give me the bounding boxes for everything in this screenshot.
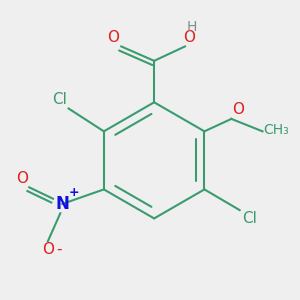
Text: O: O — [183, 30, 195, 45]
Text: Cl: Cl — [242, 211, 256, 226]
Text: O: O — [232, 102, 244, 117]
Text: Cl: Cl — [52, 92, 67, 107]
Text: N: N — [56, 195, 69, 213]
Text: O: O — [107, 30, 119, 45]
Text: CH₃: CH₃ — [263, 123, 289, 137]
Text: +: + — [68, 186, 79, 199]
Text: -: - — [56, 242, 62, 257]
Text: H: H — [186, 20, 197, 34]
Text: O: O — [42, 242, 54, 257]
Text: O: O — [16, 171, 28, 186]
